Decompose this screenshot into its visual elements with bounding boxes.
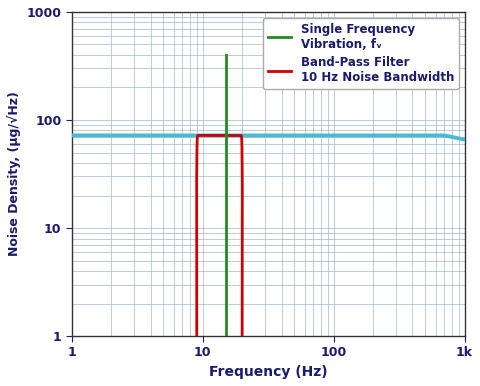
Legend: Single Frequency
Vibration, fᵥ, Band-Pass Filter
10 Hz Noise Bandwidth: Single Frequency Vibration, fᵥ, Band-Pas… [263,18,459,89]
X-axis label: Frequency (Hz): Frequency (Hz) [209,365,327,379]
Y-axis label: Noise Density, (µg/√Hz): Noise Density, (µg/√Hz) [7,91,21,256]
